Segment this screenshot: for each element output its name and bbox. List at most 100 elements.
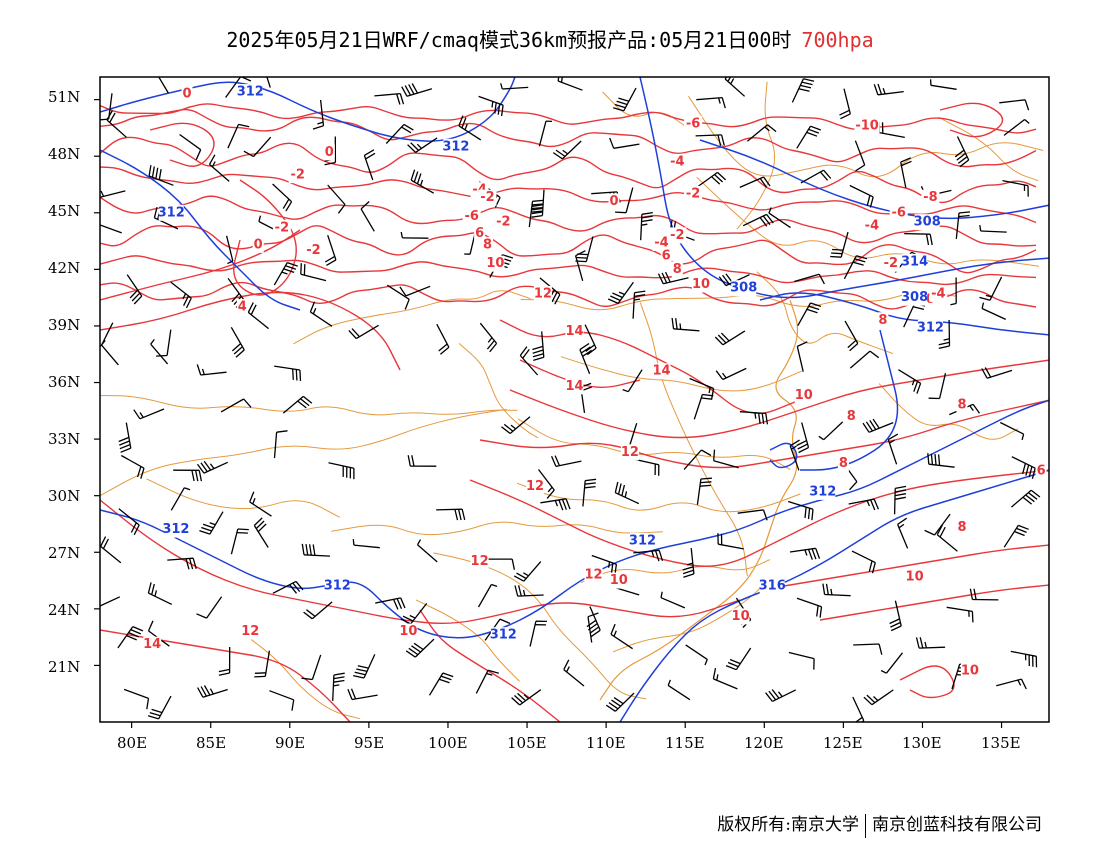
temperature-contour-label: -2 (306, 243, 320, 258)
wind-barb (739, 176, 771, 188)
copyright-company: 南京创蓝科技有限公司 (872, 815, 1042, 835)
lon-label-90e: 90E (275, 734, 306, 752)
lat-label-27n: 27N (48, 544, 81, 562)
wind-barb (106, 110, 127, 138)
wind-barb (696, 477, 712, 505)
wind-barb (266, 77, 271, 88)
lat-label-21n: 21N (48, 658, 81, 676)
wind-barb (1011, 456, 1036, 479)
wind-barb (100, 190, 126, 198)
wind-barb (477, 583, 498, 608)
wind-barb (671, 317, 700, 332)
wind-barb (843, 255, 868, 280)
wind-barb (227, 123, 250, 149)
temperature-contour-label: -2 (686, 186, 700, 201)
wind-barb (800, 169, 832, 184)
wind-barb (848, 498, 880, 511)
temperature-contour-label: 10 (732, 609, 750, 624)
wind-barb (478, 95, 504, 117)
wind-barb (360, 201, 375, 232)
wind-barb (253, 517, 269, 548)
wind-barb (347, 688, 378, 701)
wind-barb (196, 460, 228, 474)
wind-barb (696, 171, 727, 189)
wind-barb (622, 369, 643, 393)
wind-barb (849, 350, 880, 369)
wind-barb (633, 458, 660, 476)
temperature-contour-label: 14 (565, 324, 583, 339)
wind-barb (584, 324, 597, 356)
wind-barb (796, 125, 822, 149)
temperature-contour-label: 12 (241, 624, 259, 639)
wind-barb (301, 543, 331, 557)
wind-barb (851, 550, 876, 574)
wind-barb (996, 678, 1027, 690)
wind-barb (100, 224, 122, 234)
wind-barb (950, 277, 957, 306)
wind-barb (632, 290, 646, 319)
wind-barb (436, 323, 450, 355)
geopotential-contour-label: 308 (730, 281, 757, 296)
temperature-contour-label: 14 (565, 379, 583, 394)
temperature-contour-label: 0 (609, 194, 618, 209)
wind-barb (887, 433, 899, 465)
wind-barb (332, 672, 345, 701)
temperature-contour-label: 12 (584, 567, 602, 582)
wind-barb (614, 481, 640, 505)
wind-barb (173, 469, 203, 482)
lon-label-105e: 105E (507, 734, 547, 752)
geopotential-labels: 312 312 312 308 308 314 308 312 312 312 312 312 316 3… (158, 84, 944, 644)
lat-label-33n: 33N (48, 430, 81, 448)
wind-barb (301, 654, 322, 681)
temperature-contour-label: 6 (662, 249, 671, 264)
wind-barb (557, 77, 583, 91)
wind-barb (715, 367, 747, 381)
temperature-contour-label: 10 (692, 277, 710, 292)
temperature-contour-label: 6 (475, 226, 484, 241)
wind-barbs (100, 77, 1041, 722)
wind-barb (900, 157, 912, 188)
wind-barb (428, 672, 454, 696)
lon-label-95e: 95E (354, 734, 385, 752)
wind-barb (100, 596, 121, 607)
temperature-contour-label: 12 (621, 445, 639, 460)
temperature-contour-label: 10 (610, 573, 628, 588)
geopotential-contour-label: 312 (158, 205, 185, 220)
wind-barb (927, 453, 955, 468)
wind-barb (667, 679, 691, 701)
wind-barb (328, 462, 355, 480)
lat-label-42n: 42N (48, 259, 81, 277)
wind-barb (249, 491, 272, 517)
wind-barb (898, 369, 922, 394)
temperature-contour-label: 10 (399, 624, 417, 639)
wind-barb (830, 231, 849, 258)
wind-barb (247, 302, 270, 330)
lat-label-39n: 39N (48, 316, 81, 334)
wind-barb (794, 273, 825, 285)
wind-barb (273, 430, 288, 459)
wind-barb (981, 302, 1006, 320)
wind-barb (375, 597, 406, 610)
wind-barb (579, 342, 593, 374)
wind-barb (689, 377, 715, 400)
wind-barb (274, 365, 302, 382)
wind-barb (1010, 650, 1038, 668)
wind-barb (156, 329, 172, 357)
lon-label-120e: 120E (744, 734, 784, 752)
wind-barb (713, 449, 739, 469)
temperature-contour-label: 12 (471, 554, 489, 569)
temperature-contour-label: 8 (957, 398, 966, 413)
lat-label-24n: 24N (48, 601, 81, 619)
wind-barb (348, 324, 379, 340)
wind-barb (552, 140, 582, 160)
province-borders (100, 81, 1044, 720)
wind-barb (862, 418, 894, 433)
wind-barb (513, 561, 542, 582)
wind-barb (531, 189, 545, 218)
wind-barb (118, 508, 140, 536)
temperature-contour-label: 10 (795, 388, 813, 403)
temperature-contour-label: 10 (486, 256, 504, 271)
wind-barb (853, 643, 883, 655)
temperature-contour-label: 4 (238, 300, 247, 315)
lon-label-85e: 85E (196, 734, 227, 752)
